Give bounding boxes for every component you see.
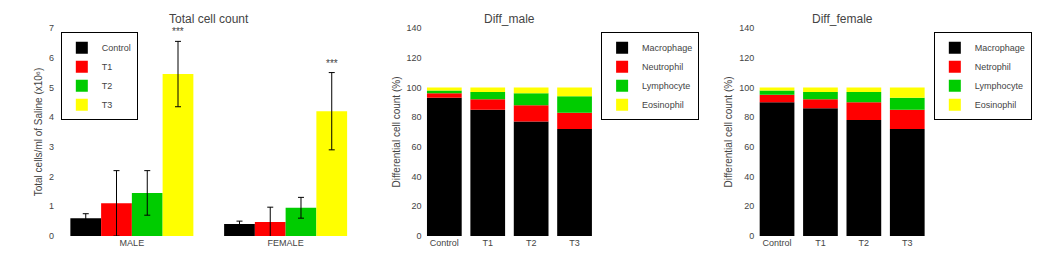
svg-text:100: 100: [407, 83, 422, 93]
svg-text:60: 60: [412, 142, 422, 152]
svg-text:120: 120: [407, 53, 422, 63]
svg-text:Diff_male: Diff_male: [484, 12, 535, 26]
svg-text:100: 100: [739, 83, 754, 93]
svg-text:Control: Control: [763, 238, 792, 248]
svg-text:Eosinophil: Eosinophil: [975, 100, 1017, 110]
svg-text:1: 1: [49, 201, 54, 211]
svg-text:MALE: MALE: [120, 238, 145, 248]
svg-text:0: 0: [749, 231, 754, 241]
svg-text:FEMALE: FEMALE: [268, 238, 304, 248]
svg-text:80: 80: [744, 112, 754, 122]
svg-text:***: ***: [172, 26, 184, 37]
svg-text:T1: T1: [815, 238, 826, 248]
svg-text:140: 140: [739, 23, 754, 33]
svg-text:40: 40: [744, 172, 754, 182]
svg-text:3: 3: [49, 142, 54, 152]
svg-text:80: 80: [412, 112, 422, 122]
svg-text:Total cell count: Total cell count: [169, 12, 249, 26]
svg-text:0: 0: [417, 231, 422, 241]
svg-text:T1: T1: [482, 238, 493, 248]
svg-text:Macrophage: Macrophage: [975, 43, 1025, 53]
svg-text:60: 60: [744, 142, 754, 152]
svg-text:4: 4: [49, 112, 54, 122]
svg-text:T2: T2: [102, 81, 113, 91]
svg-text:2: 2: [49, 172, 54, 182]
svg-text:T3: T3: [569, 238, 580, 248]
svg-text:5: 5: [49, 83, 54, 93]
svg-text:***: ***: [326, 58, 338, 69]
svg-text:Macrophage: Macrophage: [642, 43, 692, 53]
svg-text:120: 120: [739, 53, 754, 63]
svg-text:T2: T2: [859, 238, 870, 248]
svg-text:20: 20: [744, 201, 754, 211]
svg-text:T3: T3: [102, 100, 113, 110]
svg-text:T3: T3: [902, 238, 913, 248]
svg-text:Control: Control: [430, 238, 459, 248]
svg-text:20: 20: [412, 201, 422, 211]
svg-text:Control: Control: [102, 43, 131, 53]
svg-text:Diff_female: Diff_female: [812, 12, 873, 26]
svg-text:6: 6: [49, 53, 54, 63]
svg-text:Differential cell count (%): Differential cell count (%): [723, 77, 734, 188]
svg-text:Neutrophil: Neutrophil: [642, 62, 683, 72]
svg-text:Lymphocyte: Lymphocyte: [642, 81, 690, 91]
svg-text:Differential cell count (%): Differential cell count (%): [391, 77, 402, 188]
svg-text:T2: T2: [526, 238, 537, 248]
svg-text:0: 0: [49, 231, 54, 241]
svg-text:40: 40: [412, 172, 422, 182]
svg-text:7: 7: [49, 23, 54, 33]
svg-text:140: 140: [407, 23, 422, 33]
svg-text:Total cells/ml of Saline (x10⁶: Total cells/ml of Saline (x10⁶): [33, 68, 44, 197]
svg-text:Netrophil: Netrophil: [975, 62, 1011, 72]
svg-text:T1: T1: [102, 62, 113, 72]
svg-text:Eosinophil: Eosinophil: [642, 100, 684, 110]
svg-text:Lymphocyte: Lymphocyte: [975, 81, 1023, 91]
